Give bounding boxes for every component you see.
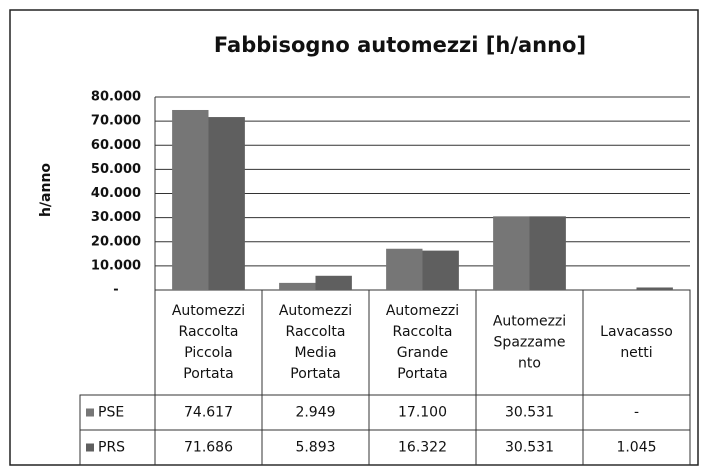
data-label: 30.531 bbox=[505, 440, 554, 456]
legend-label: PRS bbox=[98, 440, 125, 456]
y-axis-label: h/anno bbox=[38, 163, 54, 217]
bar bbox=[493, 216, 530, 290]
data-label: 2.949 bbox=[295, 405, 335, 421]
y-tick-label: 80.000 bbox=[91, 90, 141, 105]
x-tick-label: Lavacasso bbox=[600, 324, 673, 340]
data-label: 1.045 bbox=[616, 440, 656, 456]
bar bbox=[208, 117, 245, 290]
x-tick-label: Portata bbox=[290, 366, 340, 382]
legend-label: PSE bbox=[98, 405, 124, 421]
data-label: 16.322 bbox=[398, 440, 447, 456]
x-tick-label: Automezzi bbox=[493, 314, 566, 330]
x-tick-label: Automezzi bbox=[279, 303, 352, 319]
bar bbox=[279, 282, 316, 290]
x-tick-label: nto bbox=[518, 356, 541, 372]
data-label: 17.100 bbox=[398, 405, 447, 421]
bar bbox=[422, 250, 459, 290]
y-tick-label: 70.000 bbox=[91, 114, 141, 129]
x-tick-label: Raccolta bbox=[286, 324, 346, 340]
data-label: - bbox=[634, 405, 639, 421]
x-tick-label: Raccolta bbox=[179, 324, 239, 340]
y-tick-label: 20.000 bbox=[91, 234, 141, 249]
x-tick-label: Portata bbox=[397, 366, 447, 382]
legend-swatch bbox=[86, 408, 94, 417]
bar bbox=[315, 275, 352, 290]
x-tick-label: Automezzi bbox=[386, 303, 459, 319]
chart-title: Fabbisogno automezzi [h/anno] bbox=[214, 33, 586, 57]
x-tick-label: Piccola bbox=[184, 345, 232, 361]
bar bbox=[529, 216, 566, 290]
y-tick-label: 30.000 bbox=[91, 210, 141, 225]
data-label: 71.686 bbox=[184, 440, 233, 456]
bar bbox=[636, 287, 673, 290]
x-tick-label: Automezzi bbox=[172, 303, 245, 319]
y-tick-label: 10.000 bbox=[91, 258, 141, 273]
y-tick-label: 40.000 bbox=[91, 186, 141, 201]
x-tick-label: Grande bbox=[397, 345, 449, 361]
y-tick-label: - bbox=[113, 283, 118, 298]
bar bbox=[386, 248, 423, 290]
bar bbox=[172, 109, 209, 291]
data-label: 74.617 bbox=[184, 405, 233, 421]
x-tick-label: netti bbox=[620, 345, 652, 361]
y-tick-label: 50.000 bbox=[91, 162, 141, 177]
x-tick-label: Portata bbox=[183, 366, 233, 382]
x-tick-label: Media bbox=[294, 345, 336, 361]
y-tick-label: 60.000 bbox=[91, 138, 141, 153]
x-tick-label: Raccolta bbox=[393, 324, 453, 340]
data-label: 30.531 bbox=[505, 405, 554, 421]
data-label: 5.893 bbox=[295, 440, 335, 456]
legend-swatch bbox=[86, 443, 94, 452]
x-tick-label: Spazzame bbox=[494, 335, 566, 351]
